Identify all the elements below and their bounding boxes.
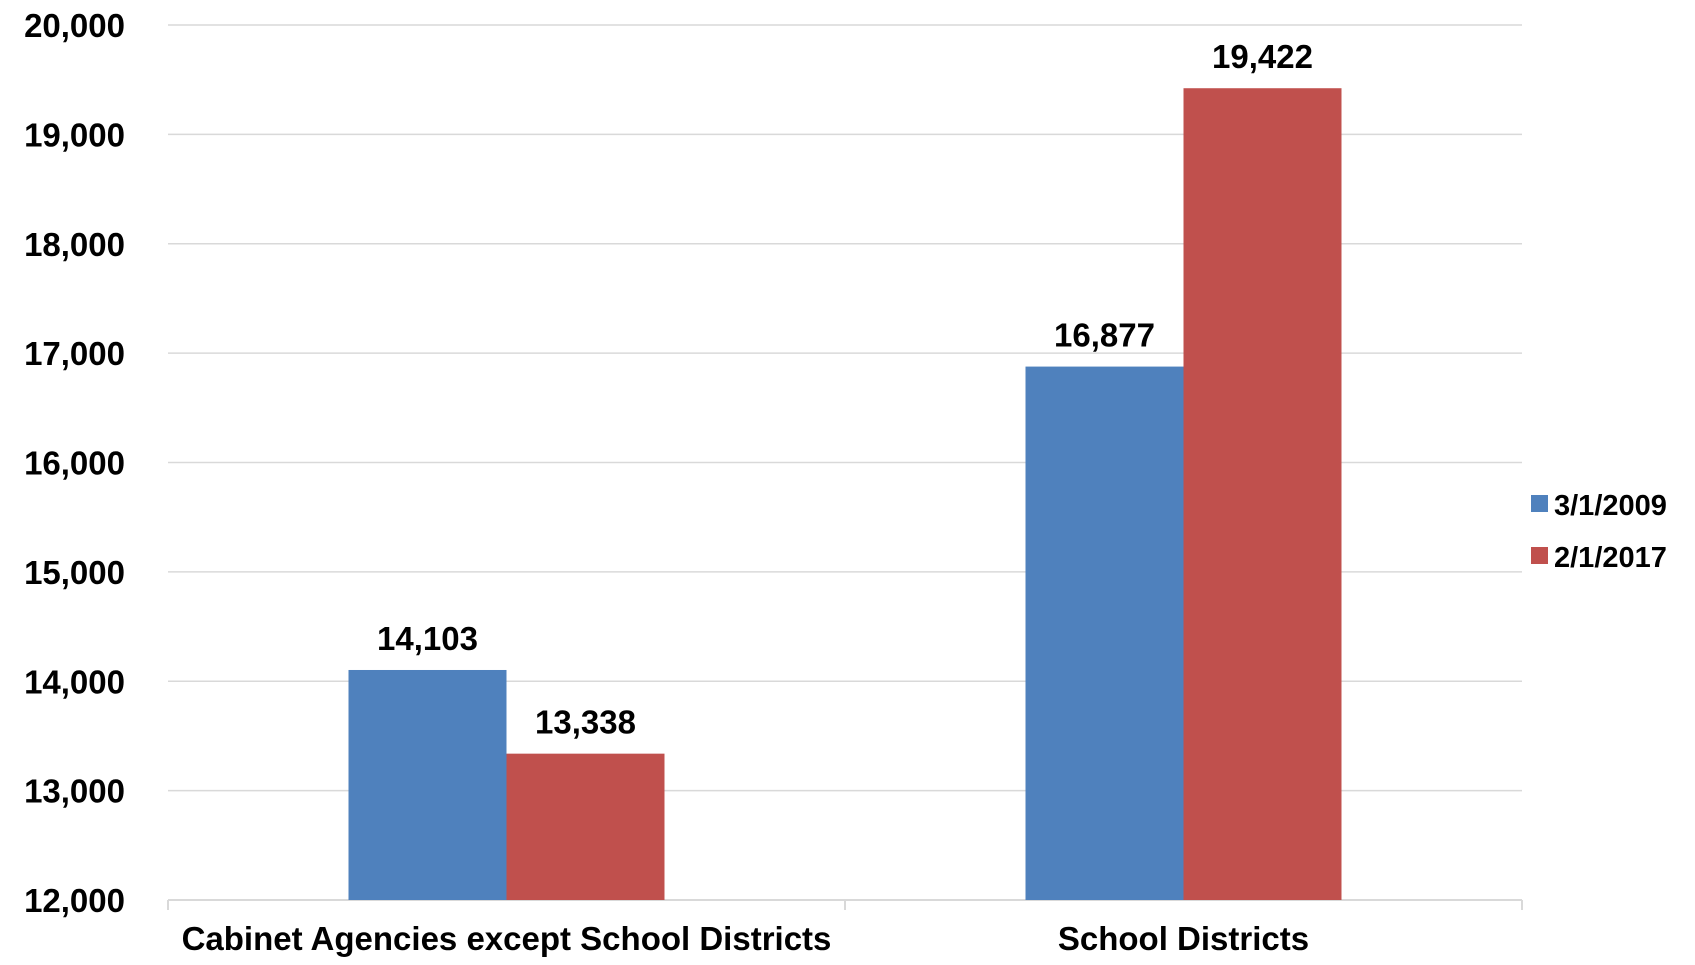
bar-series-2 <box>506 753 665 900</box>
data-label: 14,103 <box>377 620 478 657</box>
legend-swatch <box>1531 547 1548 564</box>
data-label: 16,877 <box>1054 317 1155 354</box>
data-label: 19,422 <box>1212 38 1313 75</box>
y-tick-label: 15,000 <box>24 554 125 591</box>
y-tick-label: 17,000 <box>24 335 125 372</box>
y-tick-label: 13,000 <box>24 773 125 810</box>
y-tick-label: 16,000 <box>24 445 125 482</box>
y-tick-label: 20,000 <box>24 7 125 44</box>
bar-series-1 <box>348 669 507 900</box>
y-tick-label: 14,000 <box>24 663 125 700</box>
legend: 3/1/2009 2/1/2017 <box>1531 490 1667 574</box>
data-label: 13,338 <box>535 704 636 741</box>
bar-series-2 <box>1183 88 1342 900</box>
bar-series-1 <box>1025 366 1184 900</box>
y-tick-label: 12,000 <box>24 882 125 919</box>
data-labels: 14,103 16,877 13,338 19,422 <box>377 38 1313 740</box>
x-category-label: School Districts <box>1058 920 1309 957</box>
axes: 12,000 13,000 14,000 15,000 16,000 17,000 18,0… <box>24 7 1523 957</box>
x-category-label: Cabinet Agencies except School Districts <box>182 920 832 957</box>
legend-swatch <box>1531 495 1548 512</box>
y-tick-label: 19,000 <box>24 116 125 153</box>
legend-label: 2/1/2017 <box>1554 542 1667 574</box>
bars <box>348 88 1342 900</box>
y-tick-label: 18,000 <box>24 226 125 263</box>
legend-label: 3/1/2009 <box>1554 490 1667 522</box>
